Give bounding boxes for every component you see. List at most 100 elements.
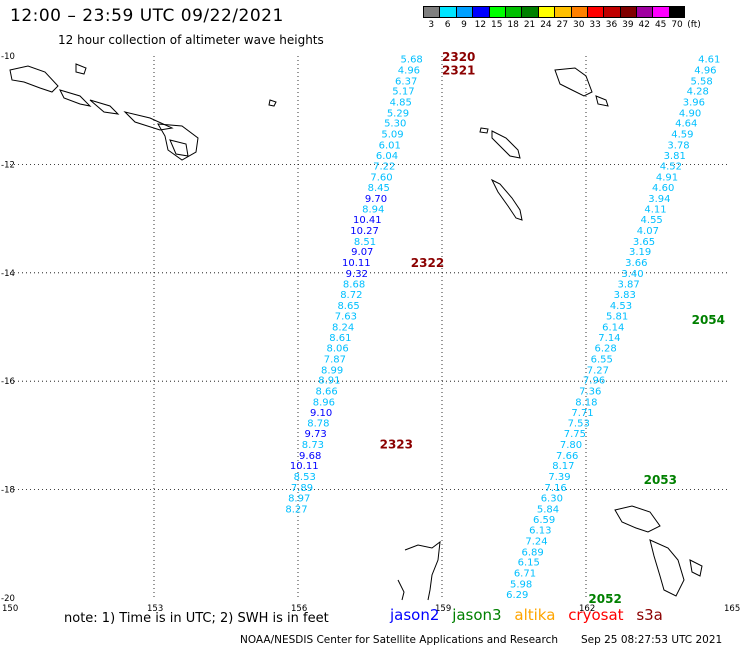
lon-tick-label: 162	[579, 604, 595, 614]
swh-value: 4.64	[675, 119, 697, 130]
lon-tick-label: 165	[724, 604, 740, 614]
swh-value: 8.17	[552, 461, 574, 472]
pass-time-label: 2322	[411, 256, 444, 270]
lat-tick-label: -12	[1, 160, 15, 170]
swh-value: 5.81	[606, 312, 628, 323]
swh-value: 6.55	[591, 354, 613, 365]
scale-swatch	[488, 6, 505, 18]
swh-value: 3.19	[629, 247, 651, 258]
scale-label: 39	[622, 20, 634, 30]
chart-subtitle: 12 hour collection of altimeter wave hei…	[58, 33, 324, 47]
grid-lines	[10, 56, 730, 598]
swh-value: 7.22	[373, 161, 395, 172]
scale-swatch	[619, 6, 637, 18]
swh-value: 8.91	[318, 376, 340, 387]
lat-tick-label: -10	[1, 52, 15, 62]
swh-value: 8.73	[302, 440, 324, 451]
swh-value: 5.17	[392, 87, 414, 98]
swh-value: 6.01	[379, 140, 401, 151]
pass-time-label: 2323	[380, 438, 413, 452]
chart-title: 12:00 – 23:59 UTC 09/22/2021	[10, 6, 284, 26]
swh-value: 7.60	[370, 172, 392, 183]
swh-value: 7.53	[568, 418, 590, 429]
swh-value: 3.94	[648, 194, 670, 205]
island-outline	[595, 95, 609, 107]
swh-value: 6.71	[514, 569, 536, 580]
island-outline	[89, 99, 120, 115]
color-scale-swatches	[423, 6, 701, 18]
scale-label: 12	[474, 20, 487, 30]
swh-value: 6.59	[533, 515, 555, 526]
latitude-tick-labels: -10 -12 -14 -16 -18 -20	[1, 52, 15, 604]
swh-value: 7.89	[291, 483, 313, 494]
swh-value: 5.84	[537, 505, 559, 516]
swh-value: 4.85	[390, 98, 412, 109]
scale-swatch	[423, 6, 440, 18]
swh-value: 7.80	[560, 440, 582, 451]
swh-value: 8.94	[362, 204, 384, 215]
color-scale-labels: 3 6 9 12 15 18 21 24 27 30 33 36 39 42 45 70 (ft)	[423, 20, 700, 30]
scale-label: 15	[491, 20, 503, 30]
swh-value: 10.11	[290, 461, 319, 472]
scale-label: 30	[572, 20, 585, 30]
swh-value: 5.29	[387, 108, 409, 119]
swh-value: 4.28	[687, 87, 709, 98]
swh-value: 7.71	[571, 408, 593, 419]
swh-value: 9.73	[305, 429, 327, 440]
lon-tick-label: 159	[435, 604, 451, 614]
island-outline	[123, 111, 174, 131]
pass-time-label: 2052	[588, 592, 621, 606]
swh-value: 3.66	[625, 258, 647, 269]
scale-label: 6	[444, 20, 451, 30]
swh-value: 8.45	[368, 183, 390, 194]
swh-value: 5.58	[690, 76, 712, 87]
swh-value: 7.27	[587, 365, 609, 376]
swh-value: 3.87	[617, 280, 639, 291]
swh-value: 6.04	[376, 151, 398, 162]
swh-value: 4.60	[652, 183, 674, 194]
swh-value: 8.72	[340, 290, 362, 301]
island-outline	[554, 67, 593, 97]
swh-value: 9.07	[351, 247, 373, 258]
scale-swatch	[504, 6, 522, 18]
pass-time-label: 2321	[442, 64, 475, 78]
pass-time-labels: 23202321232223232055205420532052	[380, 50, 740, 606]
swh-value: 8.97	[288, 494, 310, 505]
swh-value: 6.37	[395, 76, 417, 87]
swh-value: 4.61	[698, 55, 720, 66]
swh-value: 9.10	[310, 408, 332, 419]
swh-value: 7.36	[579, 386, 601, 397]
swh-value: 7.87	[324, 354, 346, 365]
lat-tick-label: -14	[1, 269, 15, 279]
longitude-tick-labels: 150 153 156 159 162 165	[2, 604, 740, 614]
swh-value: 10.11	[342, 258, 371, 269]
island-outline	[157, 123, 199, 161]
satellite-legend: jason2 jason3 altika cryosat s3a	[390, 606, 671, 624]
scale-label: 9	[461, 20, 467, 30]
swh-value: 7.75	[564, 429, 586, 440]
swh-value: 6.15	[518, 558, 540, 569]
swh-value: 7.16	[545, 483, 567, 494]
swh-value: 7.96	[583, 376, 605, 387]
swh-value: 8.78	[307, 418, 329, 429]
swh-value: 7.14	[598, 333, 620, 344]
legend-altika: altika	[514, 606, 556, 624]
swh-value: 5.30	[384, 119, 406, 130]
swh-value: 6.13	[529, 526, 551, 537]
lat-tick-label: -16	[1, 377, 15, 387]
swh-value: 4.96	[398, 66, 420, 77]
scale-swatch	[652, 6, 669, 18]
lat-tick-label: -20	[1, 594, 15, 604]
swh-value: 6.30	[541, 494, 563, 505]
scale-swatch	[554, 6, 571, 18]
scale-label: 27	[556, 20, 569, 30]
swh-value: 8.27	[285, 505, 307, 516]
swh-value: 3.81	[664, 151, 686, 162]
island-outline	[491, 130, 521, 159]
swh-value: 6.14	[602, 322, 624, 333]
legend-cryosat: cryosat	[568, 606, 624, 624]
swh-value: 3.40	[621, 269, 643, 280]
swh-value: 9.68	[299, 451, 321, 462]
pass-time-label: 2053	[644, 473, 677, 487]
swh-value: 9.32	[346, 269, 368, 280]
